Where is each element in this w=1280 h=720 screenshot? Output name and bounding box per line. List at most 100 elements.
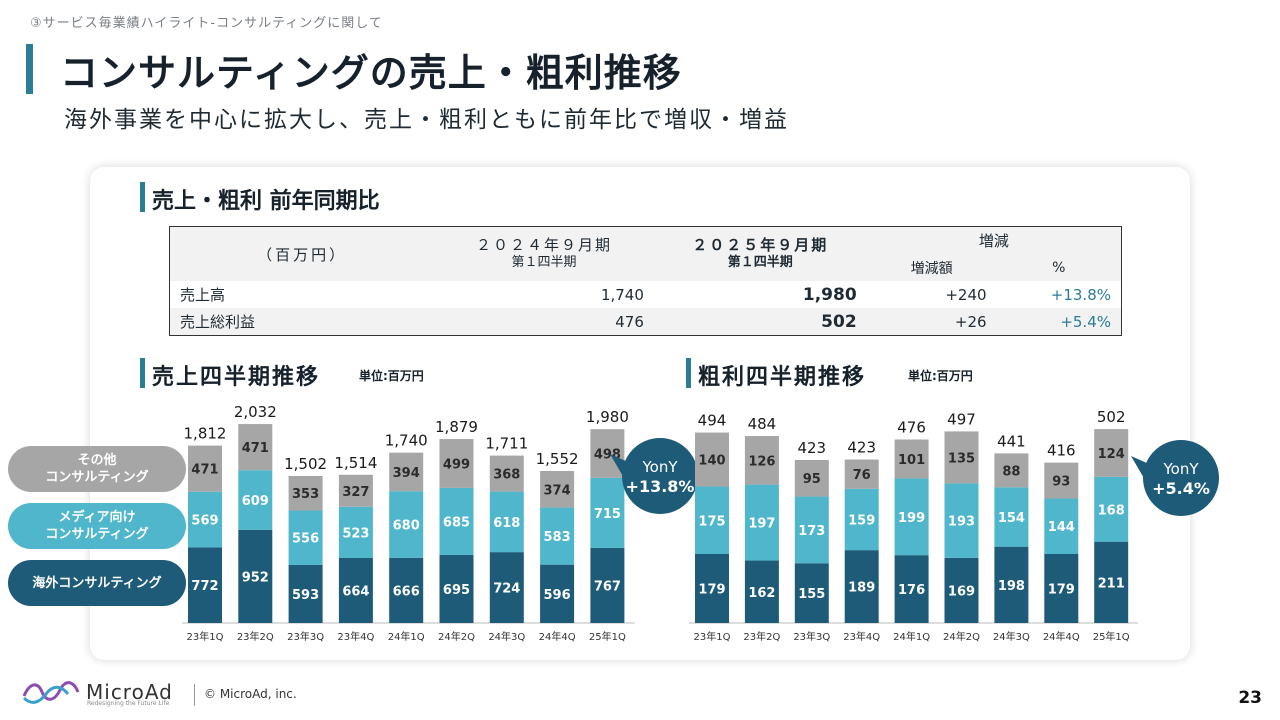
total-label: 1,552	[536, 450, 579, 468]
bar-segment	[944, 483, 979, 558]
tick-label: 25年1Q	[1093, 630, 1130, 643]
bar-segment	[288, 564, 323, 623]
total-label: 1,879	[435, 418, 478, 436]
segment-label: 175	[698, 514, 725, 529]
tick-label: 23年1Q	[187, 630, 224, 643]
legend-media: メディア向け コンサルティング	[8, 503, 186, 549]
bar-segment	[794, 459, 829, 497]
bar-segment	[439, 487, 474, 555]
bar-segment	[744, 484, 779, 561]
segment-label: 101	[898, 453, 925, 468]
segment-label: 664	[342, 584, 369, 599]
sales-section-bar	[140, 358, 145, 388]
change-amount-header: 増減額	[866, 254, 997, 281]
yoy-section-bar	[140, 182, 145, 212]
total-label: 1,711	[485, 435, 528, 453]
bar-segment	[288, 475, 323, 511]
legend-other: その他 コンサルティング	[8, 446, 186, 492]
segment-label: 173	[798, 524, 825, 539]
segment-label: 685	[443, 515, 470, 530]
bar-segment	[590, 547, 625, 623]
segment-label: 593	[292, 588, 319, 603]
segment-label: 666	[393, 584, 420, 599]
bar-segment	[439, 439, 474, 488]
tick-label: 24年3Q	[993, 630, 1030, 643]
bar-segment	[994, 546, 1029, 623]
row-label: 売上高	[169, 281, 435, 308]
total-label: 497	[947, 410, 976, 428]
bar-segment	[590, 429, 625, 478]
segment-label: 374	[544, 483, 571, 498]
segment-label: 715	[594, 507, 621, 522]
yoy-section-title: 売上・粗利 前年同期比	[152, 189, 380, 214]
segment-label: 680	[393, 519, 420, 534]
bar-segment	[188, 547, 222, 623]
total-label: 423	[797, 439, 826, 457]
segment-label: 198	[998, 579, 1025, 594]
segment-label: 353	[292, 487, 319, 502]
badge-line2: +13.8%	[626, 477, 695, 496]
segment-label: 76	[853, 468, 871, 483]
bar-segment	[994, 453, 1029, 488]
segment-label: 154	[998, 511, 1025, 526]
bar-segment	[238, 470, 273, 530]
tick-label: 25年1Q	[589, 630, 626, 643]
sales-chart-title: 売上四半期推移	[152, 365, 321, 390]
total-label: 484	[748, 415, 777, 433]
tick-label: 24年4Q	[1043, 630, 1080, 643]
yoy-subheader-row: 増減額 %	[170, 254, 1122, 281]
curr-period-quarter: 第１四半期	[727, 255, 793, 270]
footer-divider	[194, 684, 195, 706]
bar-segment	[540, 470, 575, 508]
bar-segment	[994, 487, 1029, 547]
footer-copyright: © MicroAd, inc.	[204, 687, 297, 701]
segment-label: 126	[748, 454, 775, 469]
bar-segment	[590, 477, 625, 548]
prev-value: 476	[434, 308, 654, 336]
tick-label: 24年2Q	[438, 630, 475, 643]
bar-segment	[894, 478, 929, 556]
segment-label: 609	[242, 494, 269, 509]
bar-segment	[238, 529, 273, 623]
total-label: 1,514	[334, 454, 377, 472]
tick-label: 23年1Q	[694, 630, 731, 643]
segment-label: 952	[242, 570, 269, 585]
bar-segment	[389, 557, 424, 623]
tick-label: 23年2Q	[237, 630, 274, 643]
page-subtitle: 海外事業を中心に拡大し、売上・粗利ともに前年比で増収・増益	[64, 107, 789, 133]
tick-label: 24年3Q	[488, 630, 525, 643]
curr-period-header: ２０２５年９月期 第１四半期	[653, 226, 867, 281]
bar-segment	[1094, 541, 1129, 623]
segment-label: 144	[1048, 520, 1075, 535]
segment-label: 159	[848, 513, 875, 528]
title-accent-bar	[26, 44, 33, 94]
segment-label: 499	[443, 457, 470, 472]
segment-label: 583	[544, 530, 571, 545]
diff-value: +26	[866, 308, 997, 336]
bar-segment	[338, 557, 373, 623]
table-row: 売上高 1,740 1,980 +240 +13.8%	[169, 281, 1122, 308]
total-label: 502	[1097, 408, 1126, 426]
yoy-table: （百万円） ２０２４年９月期 第１四半期 ２０２５年９月期 第１四半期 増減 増…	[169, 226, 1122, 336]
legend-overseas: 海外コンサルティング	[8, 560, 186, 606]
total-label: 476	[897, 419, 926, 437]
footer-logo-text: MicroAd	[86, 680, 173, 704]
segment-label: 569	[191, 514, 218, 529]
gp-section-bar	[686, 358, 691, 388]
segment-label: 140	[698, 454, 725, 469]
bar-segment	[188, 491, 222, 548]
bar-segment	[944, 431, 979, 484]
bar-segment	[794, 496, 829, 564]
gp-chart-unit: 単位:百万円	[908, 369, 973, 383]
bar-segment	[944, 557, 979, 623]
bar-segment	[844, 459, 879, 489]
badge-line1: YonY	[1162, 460, 1199, 478]
bar-segment	[894, 439, 929, 479]
bar-segment	[744, 436, 779, 485]
segment-label: 772	[191, 579, 218, 594]
yony-badge	[622, 438, 698, 514]
bar-segment	[489, 491, 524, 553]
tick-label: 24年1Q	[388, 630, 425, 643]
total-label: 2,032	[234, 403, 277, 421]
segment-label: 176	[898, 583, 925, 598]
